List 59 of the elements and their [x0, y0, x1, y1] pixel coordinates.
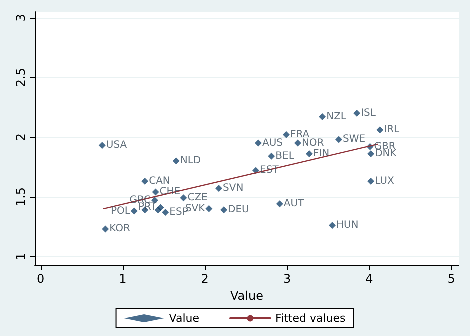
- point: [130, 208, 138, 215]
- point: [172, 158, 180, 165]
- annotation: SVN: [223, 183, 244, 194]
- x-tick-label: 1: [119, 272, 127, 286]
- point: [282, 131, 290, 138]
- x-tick-label: 3: [283, 272, 292, 286]
- annotation: NOR: [302, 138, 324, 149]
- annotation: USA: [106, 140, 128, 152]
- annotation: SWE: [343, 134, 366, 146]
- point: [255, 140, 262, 147]
- annotation: AUT: [284, 198, 306, 210]
- point: [268, 152, 276, 160]
- x-axis-title: Value: [230, 288, 264, 303]
- point: [368, 150, 375, 158]
- point: [276, 200, 284, 208]
- x-tick-label: 5: [448, 272, 456, 286]
- annotation: IRL: [384, 124, 400, 136]
- annotation: LUX: [375, 176, 394, 187]
- annotation: NLD: [180, 156, 202, 167]
- legend-label: Fitted values: [275, 312, 346, 325]
- point: [102, 226, 110, 233]
- annotation: BEL: [276, 150, 295, 162]
- point: [216, 185, 223, 192]
- annotation: HUN: [336, 220, 359, 232]
- annotation: NZL: [326, 112, 347, 123]
- x-tick-label: 2: [201, 272, 209, 286]
- point: [319, 114, 326, 121]
- point: [294, 140, 302, 147]
- legend-label: Value: [169, 312, 200, 325]
- point: [157, 204, 164, 212]
- annotation: PRT: [138, 202, 158, 214]
- point: [328, 222, 336, 230]
- x-tick-label: 4: [366, 272, 374, 286]
- x-tick-label: 0: [36, 272, 45, 286]
- point: [98, 142, 106, 150]
- point: [162, 208, 170, 216]
- annotation: CAN: [149, 176, 170, 187]
- point: [336, 136, 343, 144]
- point: [368, 178, 375, 185]
- annotation: KOR: [110, 224, 131, 235]
- annotation: FIN: [313, 148, 330, 160]
- point: [354, 110, 361, 117]
- point: [152, 188, 160, 196]
- point: [142, 178, 149, 185]
- y-tick-label: 1: [14, 252, 28, 260]
- annotation: CZE: [188, 192, 208, 204]
- y-tick-label: 2: [14, 133, 28, 142]
- y-tick-label: 2.5: [14, 68, 28, 88]
- y-tick-label: 1.5: [14, 187, 28, 207]
- y-tick-label: 3: [14, 14, 28, 22]
- point: [180, 194, 188, 202]
- annotation: ISL: [361, 108, 376, 119]
- annotation: DEU: [228, 204, 250, 216]
- annotation: AUS: [262, 138, 284, 149]
- point: [376, 126, 384, 134]
- annotation: POL: [110, 206, 131, 217]
- point: [306, 150, 313, 158]
- point: [206, 205, 213, 212]
- point: [220, 206, 228, 214]
